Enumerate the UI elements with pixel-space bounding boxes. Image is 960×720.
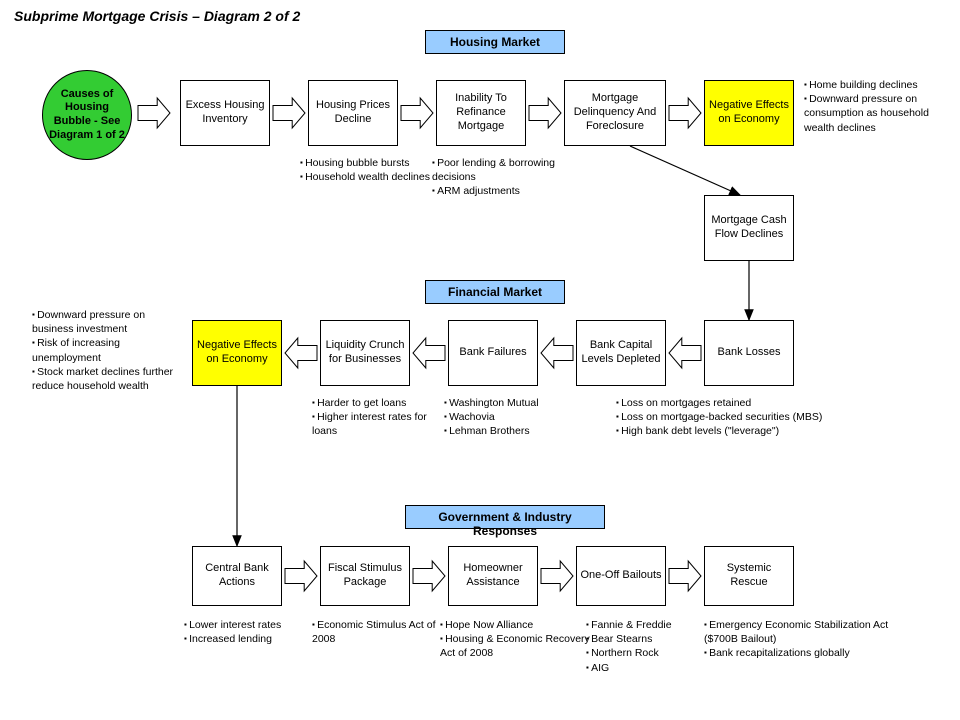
bullets-b-refinance: Poor lending & borrowing decisionsARM ad… — [432, 156, 572, 199]
bullets-b-homeowner: Hope Now AllianceHousing & Economic Reco… — [440, 618, 590, 661]
page-title: Subprime Mortgage Crisis – Diagram 2 of … — [14, 8, 300, 24]
bullet-item: Wachovia — [444, 410, 584, 424]
node-excess-inventory: Excess Housing Inventory — [180, 80, 270, 146]
bullet-item: Emergency Economic Stabilization Act ($7… — [704, 618, 924, 646]
arrow-left-icon — [285, 338, 317, 368]
arrow-left-icon — [541, 338, 573, 368]
bullets-b-prices: Housing bubble burstsHousehold wealth de… — [300, 156, 430, 184]
node-one-off-bailouts: One-Off Bailouts — [576, 546, 666, 606]
bullet-item: Hope Now Alliance — [440, 618, 590, 632]
bullets-b-losses: Loss on mortgages retainedLoss on mortga… — [616, 396, 846, 439]
bullets-b-central: Lower interest ratesIncreased lending — [184, 618, 314, 646]
bullet-item: Washington Mutual — [444, 396, 584, 410]
bullet-item: Downward pressure on consumption as hous… — [804, 92, 954, 135]
connector-arrow — [630, 146, 740, 195]
arrow-right-icon — [138, 98, 170, 128]
node-refinance: Inability To Refinance Mortgage — [436, 80, 526, 146]
node-homeowner-assist: Homeowner Assistance — [448, 546, 538, 606]
bullet-item: Lehman Brothers — [444, 424, 584, 438]
bullet-item: Poor lending & borrowing decisions — [432, 156, 572, 184]
bullet-item: Economic Stimulus Act of 2008 — [312, 618, 442, 646]
node-causes-circle: Causes of Housing Bubble - See Diagram 1… — [42, 70, 132, 160]
node-bank-failures: Bank Failures — [448, 320, 538, 386]
bullet-item: Home building declines — [804, 78, 954, 92]
node-prices-decline: Housing Prices Decline — [308, 80, 398, 146]
node-liquidity-crunch: Liquidity Crunch for Businesses — [320, 320, 410, 386]
arrow-left-icon — [669, 338, 701, 368]
node-capital-depleted: Bank Capital Levels Depleted — [576, 320, 666, 386]
bullet-item: Household wealth declines — [300, 170, 430, 184]
bullets-b-systemic: Emergency Economic Stabilization Act ($7… — [704, 618, 924, 661]
node-bank-losses: Bank Losses — [704, 320, 794, 386]
bullet-item: Stock market declines further reduce hou… — [32, 365, 187, 393]
node-neg-econ-2: Negative Effects on Economy — [192, 320, 282, 386]
bullet-item: Northern Rock — [586, 646, 716, 660]
bullet-item: Housing & Economic Recovery Act of 2008 — [440, 632, 590, 660]
arrow-left-icon — [413, 338, 445, 368]
bullets-b-fiscal: Economic Stimulus Act of 2008 — [312, 618, 442, 646]
bullets-b-liquidity: Harder to get loansHigher interest rates… — [312, 396, 442, 439]
node-neg-econ-1: Negative Effects on Economy — [704, 80, 794, 146]
bullets-b-failures: Washington MutualWachoviaLehman Brothers — [444, 396, 584, 439]
arrow-right-icon — [541, 561, 573, 591]
arrow-right-icon — [669, 561, 701, 591]
section-header: Government & Industry Responses — [405, 505, 605, 529]
bullet-item: Fannie & Freddie — [586, 618, 716, 632]
arrow-right-icon — [273, 98, 305, 128]
bullet-item: ARM adjustments — [432, 184, 572, 198]
bullet-item: Bear Stearns — [586, 632, 716, 646]
node-fiscal-stimulus: Fiscal Stimulus Package — [320, 546, 410, 606]
bullet-item: AIG — [586, 661, 716, 675]
bullet-item: Higher interest rates for loans — [312, 410, 442, 438]
arrow-right-icon — [529, 98, 561, 128]
bullets-b-neg2: Downward pressure on business investment… — [32, 308, 187, 393]
bullet-item: High bank debt levels ("leverage") — [616, 424, 846, 438]
bullets-b-neg1: Home building declinesDownward pressure … — [804, 78, 954, 135]
bullet-item: Loss on mortgage-backed securities (MBS) — [616, 410, 846, 424]
bullet-item: Increased lending — [184, 632, 314, 646]
node-delinquency: Mortgage Delinquency And Foreclosure — [564, 80, 666, 146]
bullet-item: Loss on mortgages retained — [616, 396, 846, 410]
bullet-item: Bank recapitalizations globally — [704, 646, 924, 660]
node-systemic-rescue: Systemic Rescue — [704, 546, 794, 606]
bullets-b-bailouts: Fannie & FreddieBear StearnsNorthern Roc… — [586, 618, 716, 675]
bullet-item: Lower interest rates — [184, 618, 314, 632]
bullet-item: Downward pressure on business investment — [32, 308, 187, 336]
bullet-item: Housing bubble bursts — [300, 156, 430, 170]
bullet-item: Risk of increasing unemployment — [32, 336, 187, 364]
section-header: Housing Market — [425, 30, 565, 54]
node-cashflow-decline: Mortgage Cash Flow Declines — [704, 195, 794, 261]
arrow-right-icon — [413, 561, 445, 591]
arrow-right-icon — [285, 561, 317, 591]
arrow-right-icon — [401, 98, 433, 128]
node-central-bank: Central Bank Actions — [192, 546, 282, 606]
section-header: Financial Market — [425, 280, 565, 304]
bullet-item: Harder to get loans — [312, 396, 442, 410]
arrow-right-icon — [669, 98, 701, 128]
